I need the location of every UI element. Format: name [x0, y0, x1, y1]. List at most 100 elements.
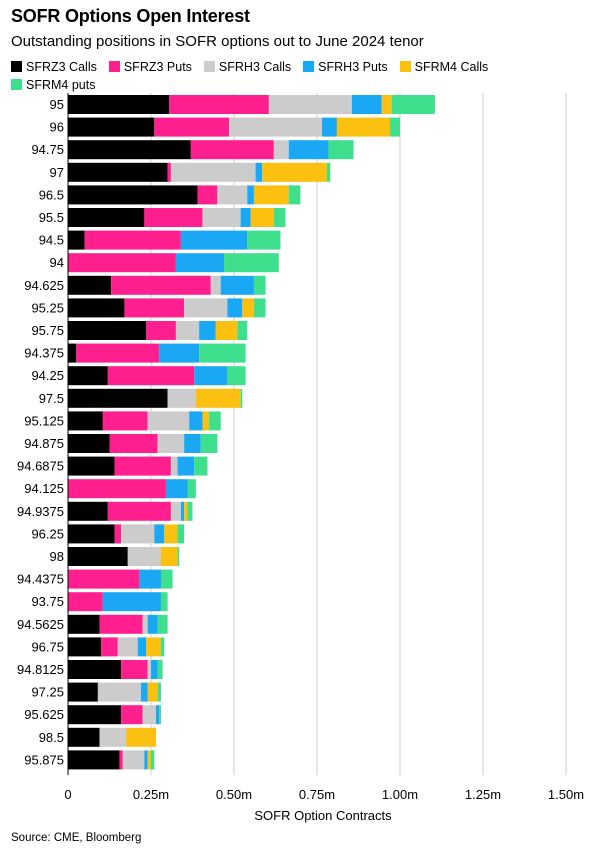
bar-segment [154, 524, 165, 544]
y-category-label: 94.6875 [17, 459, 64, 474]
bar-segment [124, 298, 185, 318]
bar-segment [146, 321, 176, 340]
y-category-label: 96.5 [39, 187, 64, 202]
y-category-label: 95.5 [39, 210, 64, 225]
bar-segment [202, 411, 210, 431]
bar-segment [101, 637, 118, 657]
legend-swatch [303, 61, 315, 72]
bar-segment [68, 162, 168, 182]
bar-segment [170, 501, 181, 521]
y-category-label: 98.5 [39, 730, 64, 745]
bar-segment [240, 208, 251, 227]
bar-segment [170, 162, 256, 182]
bar-segment [68, 343, 77, 363]
bar-segment [154, 117, 230, 137]
y-category-label: 95.875 [24, 752, 64, 767]
y-category-label: 96 [50, 120, 64, 135]
x-axis-label: SOFR Option Contracts [254, 808, 392, 823]
bar-segment [68, 230, 85, 250]
x-tick-label: 0.50m [216, 787, 252, 802]
bar-segment [119, 750, 123, 770]
bar-segment [167, 388, 196, 408]
bar-segment [68, 750, 120, 770]
bar-segment [175, 321, 200, 340]
bar-segment [177, 547, 180, 566]
bar-segment [328, 140, 354, 160]
bar-segment [99, 727, 127, 747]
bar-segment [250, 208, 274, 227]
y-category-label: 98 [50, 549, 64, 564]
bar-segment [68, 682, 98, 702]
bar-segment [144, 750, 148, 770]
bar-segment [68, 185, 198, 205]
bar-segment [229, 117, 322, 137]
y-category-label: 97.25 [31, 685, 64, 700]
bar-segment [237, 321, 248, 340]
bar-segment [336, 117, 391, 137]
x-tick-label: 0.25m [133, 787, 169, 802]
y-category-label: 94.75 [31, 142, 64, 157]
bar-segment [121, 705, 143, 725]
y-category-label: 95 [50, 97, 64, 112]
bar-segment [147, 682, 158, 702]
legend-label: SFRZ3 Puts [123, 60, 192, 74]
bar-segment [68, 614, 100, 634]
bar-segment [160, 592, 168, 612]
bar-segment [68, 592, 103, 612]
y-category-label: 95.25 [31, 300, 64, 315]
y-category-label: 94.4375 [17, 572, 64, 587]
x-tick-label: 1.25m [465, 787, 501, 802]
bar-segment [159, 343, 200, 363]
y-category-label: 93.75 [31, 594, 64, 609]
legend-item: SFRZ3 Calls [11, 58, 97, 76]
legend-item: SFRZ3 Puts [108, 58, 192, 76]
legend-item: SFRH3 Calls [203, 58, 291, 76]
y-category-label: 94.9375 [17, 504, 64, 519]
bar-segment [97, 682, 142, 702]
bar-segment [165, 479, 188, 499]
bar-segment [262, 162, 327, 182]
bar-segment [224, 253, 279, 273]
bar-segment [199, 321, 216, 340]
bar-segment [288, 185, 301, 205]
bar-segment [180, 501, 185, 521]
bar-segment [381, 95, 392, 114]
y-category-label: 95.125 [24, 413, 64, 428]
y-category-label: 94.8125 [17, 662, 64, 677]
bar-segment [111, 275, 211, 295]
bar-segment [169, 95, 269, 114]
bar-segment [151, 750, 155, 770]
y-category-label: 94 [50, 255, 64, 270]
bar-segment [195, 388, 241, 408]
y-category-label: 95.75 [31, 323, 64, 338]
bar-segment [147, 660, 151, 679]
bar-segment [84, 230, 181, 250]
bar-segment [121, 660, 148, 679]
bar-segment [117, 637, 138, 657]
bar-segment [197, 185, 218, 205]
bar-segment [242, 298, 254, 318]
bar-segment [170, 456, 178, 476]
bar-segment [326, 162, 331, 182]
bar-segment [194, 456, 208, 476]
bar-segment [147, 411, 190, 431]
bar-segment [102, 411, 148, 431]
legend-swatch [399, 61, 411, 72]
bar-segment [160, 637, 165, 657]
y-category-label: 97.5 [39, 391, 64, 406]
bar-segment [217, 185, 248, 205]
y-category-label: 94.5625 [17, 617, 64, 632]
legend-swatch [11, 79, 22, 90]
bar-segment [68, 366, 108, 386]
bar-segment [99, 614, 143, 634]
bar-segment [142, 705, 156, 725]
bar-segment [68, 253, 176, 273]
bar-segment [177, 456, 195, 476]
bar-segment [215, 321, 238, 340]
bar-segment [273, 208, 286, 227]
legend-item: SFRH3 Puts [303, 58, 388, 76]
bar-segment [184, 298, 228, 318]
bar-segment [391, 95, 435, 114]
legend-label: SFRM4 puts [26, 78, 96, 92]
bar-segment [68, 569, 140, 589]
